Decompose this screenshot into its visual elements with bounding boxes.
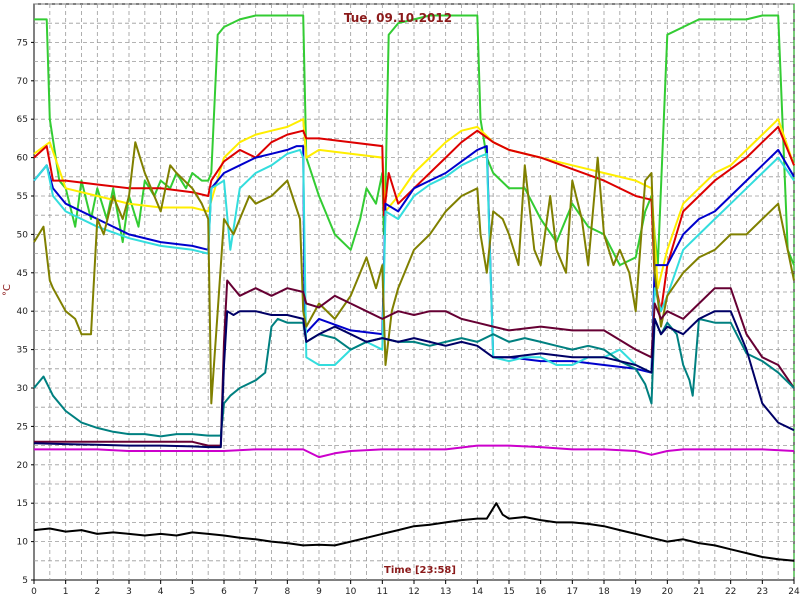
y-tick-label: 65 — [17, 115, 28, 125]
x-tick-label: 1 — [63, 587, 69, 597]
x-tick-label: 18 — [598, 587, 610, 597]
x-tick-label: 11 — [377, 587, 388, 597]
series-group — [33, 14, 795, 562]
x-tick-label: 10 — [345, 587, 357, 597]
series-line-8 — [33, 317, 795, 438]
x-tick-label: 16 — [535, 587, 547, 597]
y-tick-label: 30 — [17, 384, 29, 394]
labels: Tue, 09.10.2012 Time [23:58] °C — [2, 11, 456, 576]
x-tick-label: 23 — [757, 587, 768, 597]
series-line-11 — [33, 502, 795, 562]
x-tick-label: 8 — [284, 587, 290, 597]
grid — [33, 3, 795, 581]
x-tick-label: 13 — [440, 587, 451, 597]
y-tick-label: 35 — [17, 346, 28, 356]
y-tick-label: 75 — [17, 38, 28, 48]
x-axis-label: Time [23:58] — [384, 565, 456, 576]
y-tick-label: 45 — [17, 269, 28, 279]
x-tick-label: 2 — [94, 587, 100, 597]
x-tick-label: 9 — [316, 587, 322, 597]
series-line-4 — [33, 145, 795, 374]
series-line-9 — [33, 310, 795, 449]
series-line-3 — [33, 125, 795, 313]
y-tick-label: 55 — [17, 192, 28, 202]
y-tick-label: 15 — [17, 499, 28, 509]
y-tick-label: 60 — [17, 154, 29, 164]
x-tick-label: 14 — [472, 587, 484, 597]
axes: 0 1 2 3 4 5 6 7 8 9 10 11 12 13 14 15 16 17 18 19 20 21 22 23 24… — [17, 38, 800, 597]
series-line-6 — [33, 141, 795, 405]
x-tick-label: 3 — [126, 587, 132, 597]
x-tick-label: 5 — [189, 587, 195, 597]
y-tick-label: 20 — [17, 461, 29, 471]
series-line-10 — [34, 444, 795, 459]
x-tick-label: 21 — [693, 587, 704, 597]
x-tick-label: 24 — [788, 587, 800, 597]
y-tick-label: 10 — [17, 538, 29, 548]
x-tick-label: 4 — [158, 587, 164, 597]
y-tick-label: 40 — [17, 307, 29, 317]
series-line-5 — [33, 148, 795, 374]
x-tick-label: 20 — [662, 587, 674, 597]
y-tick-label: 5 — [22, 576, 28, 586]
chart-title: Tue, 09.10.2012 — [344, 11, 452, 25]
x-tick-label: 22 — [725, 587, 736, 597]
y-tick-label: 50 — [17, 230, 29, 240]
x-tick-label: 0 — [31, 587, 37, 597]
y-axis-label: °C — [2, 284, 13, 296]
x-tick-label: 15 — [503, 587, 514, 597]
x-tick-label: 17 — [567, 587, 578, 597]
x-tick-label: 12 — [408, 587, 419, 597]
y-tick-label: 70 — [17, 77, 29, 87]
x-tick-label: 6 — [221, 587, 227, 597]
x-tick-label: 19 — [630, 587, 642, 597]
x-tick-label: 7 — [253, 587, 259, 597]
y-tick-label: 25 — [17, 422, 28, 432]
